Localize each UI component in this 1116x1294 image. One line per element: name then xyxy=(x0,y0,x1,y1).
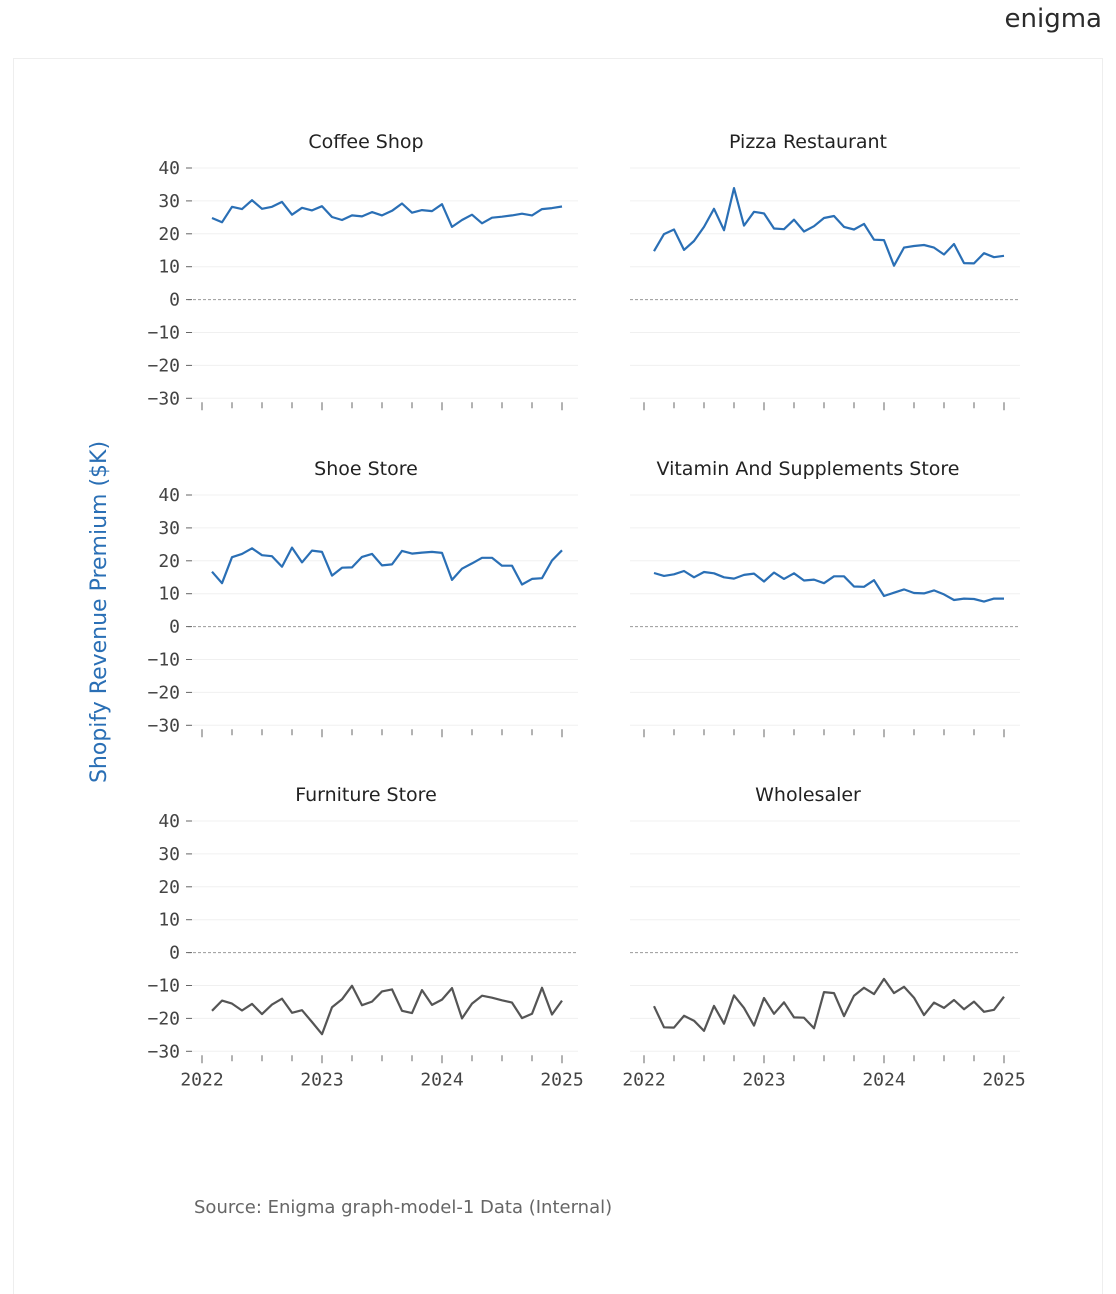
y-tick-label: 40 xyxy=(158,485,180,506)
x-tick-label: 2024 xyxy=(862,1069,905,1090)
y-tick-label: −10 xyxy=(147,323,180,344)
y-tick-label: 0 xyxy=(169,290,180,311)
series-line xyxy=(653,977,1005,1033)
x-tick-label: 2022 xyxy=(622,1069,665,1090)
y-tick-label: −20 xyxy=(147,1008,180,1029)
panel-vitamin-and-supplements-store: Vitamin And Supplements Store xyxy=(630,458,1020,738)
panel-title: Wholesaler xyxy=(755,784,861,806)
series-line xyxy=(211,199,563,228)
y-tick-label: 30 xyxy=(158,191,180,212)
panel-title: Vitamin And Supplements Store xyxy=(657,458,960,480)
y-tick-label: 20 xyxy=(158,877,180,898)
series-line xyxy=(211,984,563,1036)
y-tick-label: 10 xyxy=(158,584,180,605)
y-tick-label: −20 xyxy=(147,355,180,376)
y-tick-label: −30 xyxy=(147,388,180,409)
panel-title: Furniture Store xyxy=(295,784,437,806)
y-tick-label: 30 xyxy=(158,844,180,865)
y-tick-label: 0 xyxy=(169,617,180,638)
y-tick-label: 10 xyxy=(158,910,180,931)
y-tick-label: −10 xyxy=(147,976,180,997)
series-line xyxy=(653,569,1004,603)
x-tick-label: 2023 xyxy=(300,1069,343,1090)
panel-shoe-store: Shoe Store 40 30 20 10 0 −10 −20 −30 xyxy=(147,458,578,738)
x-tick-label: 2025 xyxy=(540,1069,583,1090)
y-tick-label: 20 xyxy=(158,224,180,245)
panel-title: Pizza Restaurant xyxy=(729,131,887,153)
x-tick-label: 2023 xyxy=(742,1069,785,1090)
y-tick-label: 40 xyxy=(158,811,180,832)
source-note: Source: Enigma graph-model-1 Data (Inter… xyxy=(194,1197,613,1218)
panel-wholesaler: Wholesaler 2022 2023 2024 2025 xyxy=(622,784,1025,1090)
x-tick-label: 2024 xyxy=(420,1069,463,1090)
y-tick-label: −30 xyxy=(147,715,180,736)
panel-title: Coffee Shop xyxy=(308,131,423,153)
panel-pizza-restaurant: Pizza Restaurant xyxy=(630,131,1020,411)
y-tick-label: −20 xyxy=(147,682,180,703)
y-tick-label: −30 xyxy=(147,1041,180,1062)
panel-coffee-shop: Coffee Shop 40 30 20 10 0 −10 −20 −30 xyxy=(147,131,578,411)
y-tick-label: 20 xyxy=(158,551,180,572)
series-line xyxy=(653,187,1005,267)
y-axis-label: Shopify Revenue Premium ($K) xyxy=(87,441,112,783)
y-tick-label: −10 xyxy=(147,650,180,671)
chart-card xyxy=(13,58,1103,1294)
enigma-logo: enigma xyxy=(1004,4,1102,34)
series-line xyxy=(211,546,563,586)
panel-title: Shoe Store xyxy=(314,458,418,480)
y-tick-label: 10 xyxy=(158,257,180,278)
x-tick-label: 2022 xyxy=(180,1069,223,1090)
x-tick-label: 2025 xyxy=(982,1069,1025,1090)
y-tick-label: 40 xyxy=(158,158,180,179)
y-tick-label: 0 xyxy=(169,943,180,964)
y-tick-label: 30 xyxy=(158,518,180,539)
